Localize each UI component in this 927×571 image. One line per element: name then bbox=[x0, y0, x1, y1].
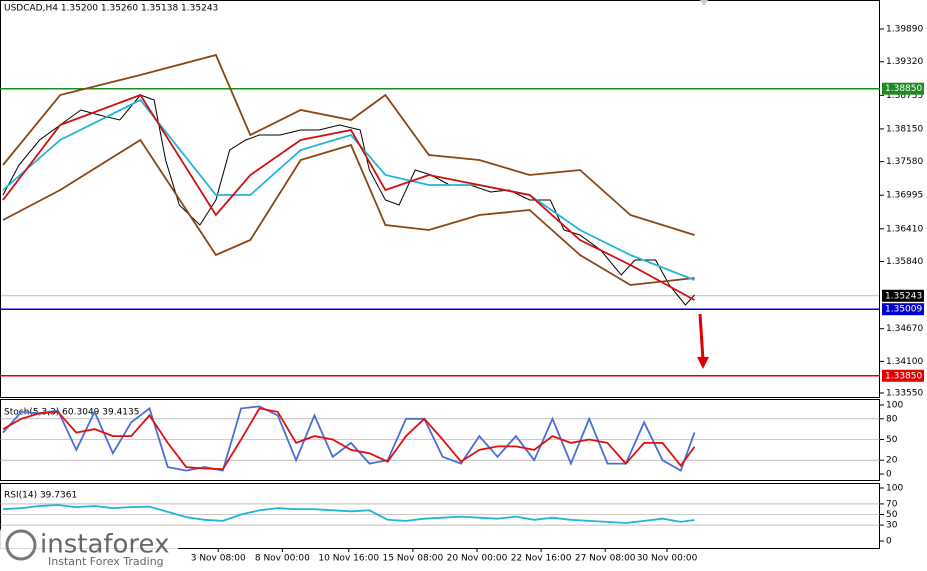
series-line bbox=[2, 93, 695, 301]
x-tick-label: 3 Nov 08:00 bbox=[191, 554, 246, 564]
series-line bbox=[2, 138, 695, 286]
y-tick-label: 30 bbox=[886, 521, 898, 531]
level-label-bg bbox=[882, 82, 924, 95]
level-label: 1.35009 bbox=[885, 305, 922, 315]
x-tick-label: 10 Nov 16:00 bbox=[318, 554, 379, 564]
y-tick-label: 1.38150 bbox=[886, 124, 923, 134]
level-label-bg bbox=[882, 369, 924, 382]
level-label: 1.38850 bbox=[885, 84, 922, 94]
panel-title: RSI(14) 39.7361 bbox=[4, 491, 77, 501]
logo-icon bbox=[5, 529, 37, 561]
y-tick-label: 1.34670 bbox=[886, 324, 923, 334]
y-tick-label: 1.39320 bbox=[886, 57, 923, 67]
y-tick-label: 0 bbox=[886, 470, 892, 480]
y-tick-label: 1.35840 bbox=[886, 257, 923, 267]
x-tick-label: 22 Nov 16:00 bbox=[511, 554, 572, 564]
level-label-bg bbox=[882, 303, 924, 316]
series-line bbox=[2, 405, 696, 472]
price-panel bbox=[0, 0, 880, 398]
y-tick-label: 70 bbox=[886, 499, 898, 509]
y-tick-label: 100 bbox=[886, 401, 903, 411]
y-tick-label: 1.33550 bbox=[886, 388, 923, 398]
series-line bbox=[2, 53, 695, 236]
panel-title: Stoch(5,3,3) 60.3049 39.4135 bbox=[4, 408, 139, 418]
y-tick-label: 20 bbox=[886, 456, 898, 466]
level-label: 1.35243 bbox=[885, 291, 922, 301]
y-tick-label: 50 bbox=[886, 435, 898, 445]
logo-bg bbox=[0, 526, 178, 571]
x-tick-label: 8 Nov 00:00 bbox=[255, 554, 310, 564]
panel-title: USDCAD,H4 1.35200 1.35260 1.35138 1.3524… bbox=[4, 4, 218, 14]
arrow bbox=[698, 313, 705, 361]
y-tick-label: 0 bbox=[886, 537, 892, 547]
y-tick-label: 1.36995 bbox=[886, 191, 923, 201]
series-line bbox=[2, 407, 696, 471]
y-tick-label: 1.36410 bbox=[886, 224, 923, 234]
x-tick-label: 27 Nov 08:00 bbox=[575, 554, 636, 564]
logo: instaforex Instant Forex Trading bbox=[0, 526, 178, 571]
stoch-panel bbox=[0, 399, 880, 481]
arrow-head bbox=[697, 357, 709, 369]
y-tick-label: 50 bbox=[886, 510, 898, 520]
y-tick-label: 1.38735 bbox=[886, 91, 923, 101]
y-tick-label: 1.34100 bbox=[886, 357, 923, 367]
logo-tagline: Instant Forex Trading bbox=[48, 555, 164, 568]
rsi-panel bbox=[0, 483, 880, 549]
logo-name: instaforex bbox=[40, 530, 169, 560]
series-line bbox=[2, 504, 695, 524]
level-label-bg bbox=[882, 289, 924, 302]
y-tick-label: 80 bbox=[886, 414, 898, 424]
y-tick-label: 1.39890 bbox=[886, 24, 923, 34]
y-tick-label: 100 bbox=[886, 484, 903, 494]
x-tick-label: 20 Nov 00:00 bbox=[447, 554, 508, 564]
x-tick-label: 15 Nov 08:00 bbox=[383, 554, 444, 564]
scroll-marker bbox=[700, 0, 708, 6]
x-tick-label: 30 Nov 00:00 bbox=[637, 554, 698, 564]
level-label: 1.33850 bbox=[885, 371, 922, 381]
y-tick-label: 1.37580 bbox=[886, 157, 923, 167]
